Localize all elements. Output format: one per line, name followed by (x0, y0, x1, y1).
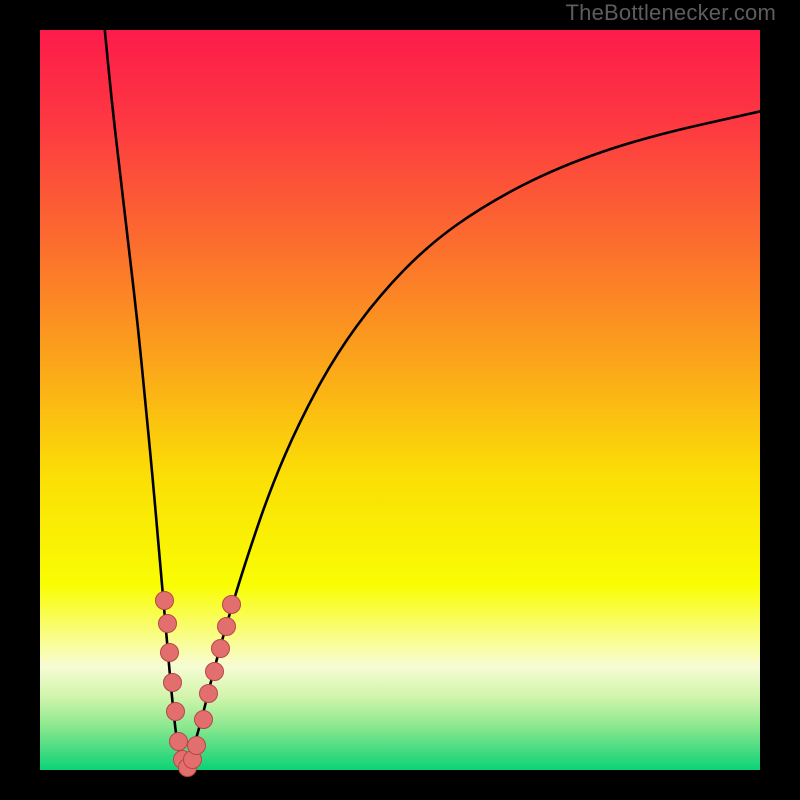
chart-root: TheBottlenecker.com (0, 0, 800, 800)
data-marker (158, 614, 177, 633)
data-marker (183, 750, 202, 769)
data-marker (173, 750, 192, 769)
data-marker (169, 732, 188, 751)
plot-area (40, 30, 760, 770)
data-marker (211, 639, 230, 658)
data-marker (187, 736, 206, 755)
data-marker (217, 617, 236, 636)
attribution-label: TheBottlenecker.com (566, 0, 776, 26)
data-marker (155, 591, 174, 610)
data-marker (205, 662, 224, 681)
data-marker (194, 710, 213, 729)
data-marker (160, 643, 179, 662)
data-marker (178, 758, 197, 777)
data-marker (199, 684, 218, 703)
data-marker (166, 702, 185, 721)
markers-layer (40, 30, 760, 770)
data-marker (163, 673, 182, 692)
data-marker (222, 595, 241, 614)
